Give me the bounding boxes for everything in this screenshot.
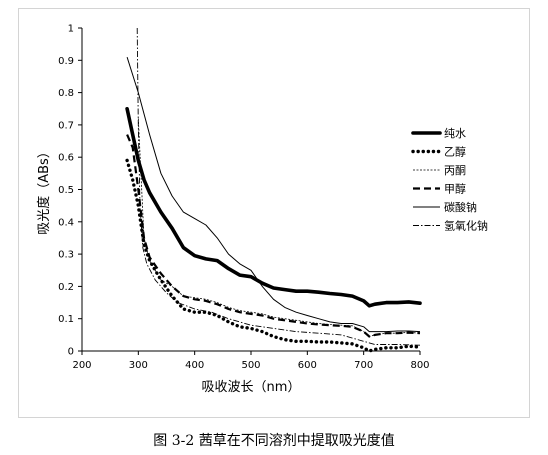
y-tick-label: 0	[68, 347, 74, 358]
figure-caption: 图 3-2 茜草在不同溶剂中提取吸光度值	[153, 433, 395, 449]
figure-frame	[18, 8, 530, 418]
y-tick-label: 0.3	[58, 250, 74, 261]
y-tick-label: 0.9	[58, 56, 74, 67]
x-tick-label: 300	[129, 360, 148, 371]
series-line-1	[125, 107, 422, 308]
legend-label-1: 纯水	[444, 127, 466, 140]
y-tick-label: 0.8	[58, 88, 74, 99]
legend-label-6: 氢氧化钠	[444, 219, 488, 233]
y-tick-label: 0.5	[58, 185, 74, 196]
series-line-2	[125, 158, 422, 353]
y-tick-label: 0.1	[58, 314, 74, 325]
x-tick-label: 800	[410, 360, 429, 371]
y-axis-title: 吸光度（ABs）	[36, 145, 52, 235]
x-tick-label: 200	[72, 360, 91, 371]
y-tick-label: 1	[68, 24, 74, 35]
series-line-5	[126, 56, 421, 333]
x-axis-title: 吸收波长（nm）	[202, 380, 301, 395]
series-line-6	[136, 27, 421, 346]
y-tick-label: 0.4	[58, 217, 74, 228]
x-tick-label: 500	[241, 360, 260, 371]
series-line-4	[126, 134, 421, 338]
legend-label-3: 丙酮	[444, 164, 466, 177]
legend-label-4: 甲醇	[444, 182, 466, 196]
y-tick-label: 0.6	[58, 153, 74, 164]
x-tick-label: 600	[298, 360, 317, 371]
legend-label-5: 碳酸钠	[444, 200, 477, 214]
x-tick-label: 700	[354, 360, 373, 371]
x-tick-label: 400	[185, 360, 204, 371]
y-tick-label: 0.7	[58, 120, 74, 131]
y-tick-label: 0.2	[58, 282, 74, 293]
legend-label-2: 乙醇	[444, 145, 466, 159]
